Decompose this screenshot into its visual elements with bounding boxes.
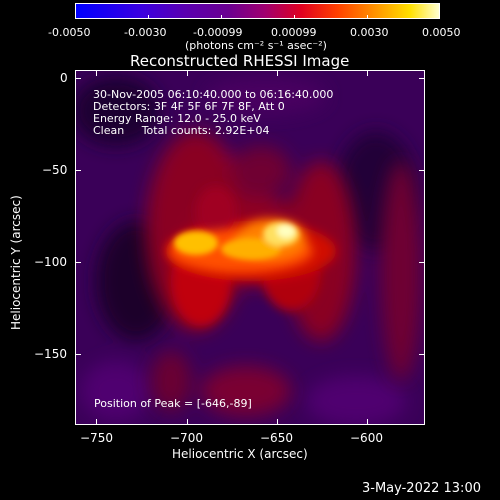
x-tick-label: −750 bbox=[80, 431, 113, 445]
y-tick bbox=[75, 354, 81, 355]
info-time-range: 30-Nov-2005 06:10:40.000 to 06:16:40.000 bbox=[93, 88, 334, 101]
x-tick bbox=[277, 419, 278, 425]
colorbar-tick bbox=[294, 15, 295, 19]
x-tick bbox=[367, 70, 368, 76]
colorbar-tick bbox=[439, 15, 440, 19]
y-tick bbox=[75, 262, 81, 263]
colorbar-tick-label: 0.0030 bbox=[350, 26, 389, 39]
colorbar-tick bbox=[75, 15, 76, 19]
x-tick bbox=[187, 419, 188, 425]
y-tick-label: −100 bbox=[34, 255, 67, 269]
colorbar-tick-label: -0.00099 bbox=[193, 26, 243, 39]
x-tick bbox=[96, 70, 97, 76]
colorbar-tick bbox=[148, 15, 149, 19]
colorbar-tick-label: -0.0030 bbox=[124, 26, 167, 39]
y-tick bbox=[419, 262, 425, 263]
y-tick-label: −50 bbox=[42, 163, 68, 177]
y-axis-label: Heliocentric Y (arcsec) bbox=[9, 195, 23, 330]
footer-timestamp: 3-May-2022 13:00 bbox=[362, 481, 481, 496]
info-clean-counts: Clean Total counts: 2.92E+04 bbox=[93, 124, 270, 137]
colorbar-tick-label: -0.0050 bbox=[48, 26, 91, 39]
x-tick bbox=[367, 419, 368, 425]
info-detectors: Detectors: 3F 4F 5F 6F 7F 8F, Att 0 bbox=[93, 100, 285, 113]
y-tick-label: −150 bbox=[34, 347, 67, 361]
y-tick bbox=[75, 170, 81, 171]
x-axis-label: Heliocentric X (arcsec) bbox=[172, 447, 308, 461]
colorbar-tick-label: 0.00099 bbox=[271, 26, 317, 39]
x-tick bbox=[187, 70, 188, 76]
colorbar-tick bbox=[367, 15, 368, 19]
x-tick bbox=[96, 419, 97, 425]
emission-core bbox=[174, 222, 299, 260]
x-tick-label: −650 bbox=[260, 431, 293, 445]
x-tick-label: −600 bbox=[350, 431, 383, 445]
y-tick-label: 0 bbox=[60, 71, 68, 85]
rhessi-image bbox=[75, 70, 425, 425]
y-tick bbox=[75, 78, 81, 79]
peak-position-label: Position of Peak = [-646,-89] bbox=[94, 397, 252, 410]
y-tick bbox=[419, 78, 425, 79]
plot-title: Reconstructed RHESSI Image bbox=[130, 52, 350, 70]
y-tick bbox=[419, 170, 425, 171]
info-energy-range: Energy Range: 12.0 - 25.0 keV bbox=[93, 112, 261, 125]
colorbar-tick bbox=[221, 15, 222, 19]
x-tick-label: −700 bbox=[170, 431, 203, 445]
colorbar-tick-label: 0.0050 bbox=[422, 26, 461, 39]
x-tick bbox=[277, 70, 278, 76]
colorbar bbox=[75, 3, 440, 19]
y-tick bbox=[419, 354, 425, 355]
colorbar-unit-label: (photons cm⁻² s⁻¹ asec⁻²) bbox=[185, 39, 327, 52]
rhessi-image-canvas bbox=[76, 71, 424, 424]
